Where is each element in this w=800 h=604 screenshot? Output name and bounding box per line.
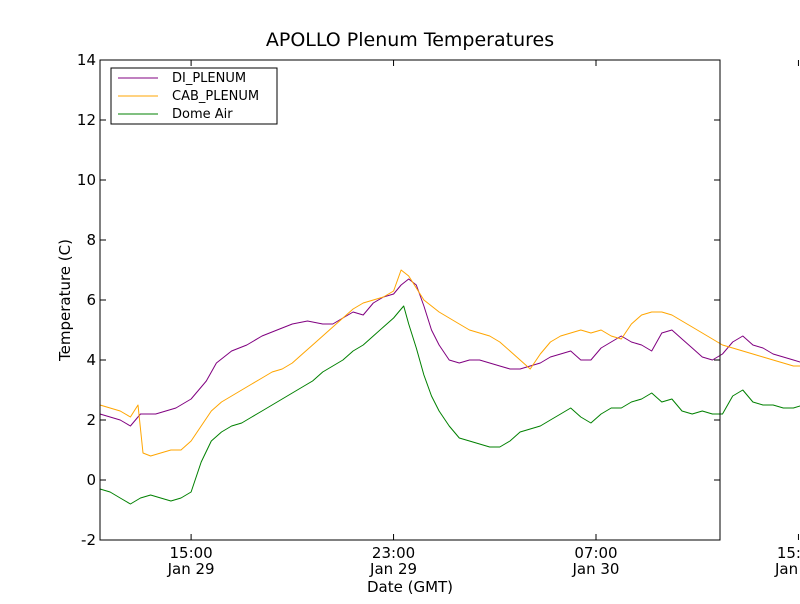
y-tick-label: 8: [86, 231, 96, 249]
y-tick-label: 10: [77, 171, 96, 189]
y-tick-label: -2: [81, 531, 96, 549]
series-line-dome-air: [99, 305, 800, 505]
y-tick-label: 4: [86, 351, 96, 369]
series-line-di-plenum: [99, 278, 800, 427]
x-tick-label-time: 15:00: [169, 544, 212, 562]
x-tick-label-time: 23:00: [372, 544, 415, 562]
x-tick-label-time: 15:00: [777, 544, 800, 562]
x-tick-label-date: Jan 30: [774, 560, 800, 578]
y-tick-label: 2: [86, 411, 96, 429]
x-axis-label: Date (GMT): [367, 578, 453, 596]
y-axis: -2 0 2 4 6 8 10 12 14: [77, 51, 720, 549]
legend-label-cab-plenum: CAB_PLENUM: [172, 89, 259, 104]
x-tick-label-date: Jan 30: [572, 560, 620, 578]
series-line-cab-plenum: [99, 269, 800, 457]
legend-label-di-plenum: DI_PLENUM: [172, 71, 246, 86]
y-tick-label: 6: [86, 291, 96, 309]
plot-area: [99, 269, 800, 505]
legend: DI_PLENUM CAB_PLENUM Dome Air: [110, 67, 278, 125]
x-tick-label-time: 07:00: [574, 544, 617, 562]
y-tick-label: 12: [77, 111, 96, 129]
x-tick-label-date: Jan 29: [369, 560, 417, 578]
legend-label-dome-air: Dome Air: [172, 107, 233, 122]
y-axis-label: Temperature (C): [56, 239, 74, 362]
chart-title: APOLLO Plenum Temperatures: [266, 29, 554, 51]
y-tick-label: 14: [77, 51, 96, 69]
y-tick-label: 0: [86, 471, 96, 489]
x-tick-label-date: Jan 29: [167, 560, 215, 578]
